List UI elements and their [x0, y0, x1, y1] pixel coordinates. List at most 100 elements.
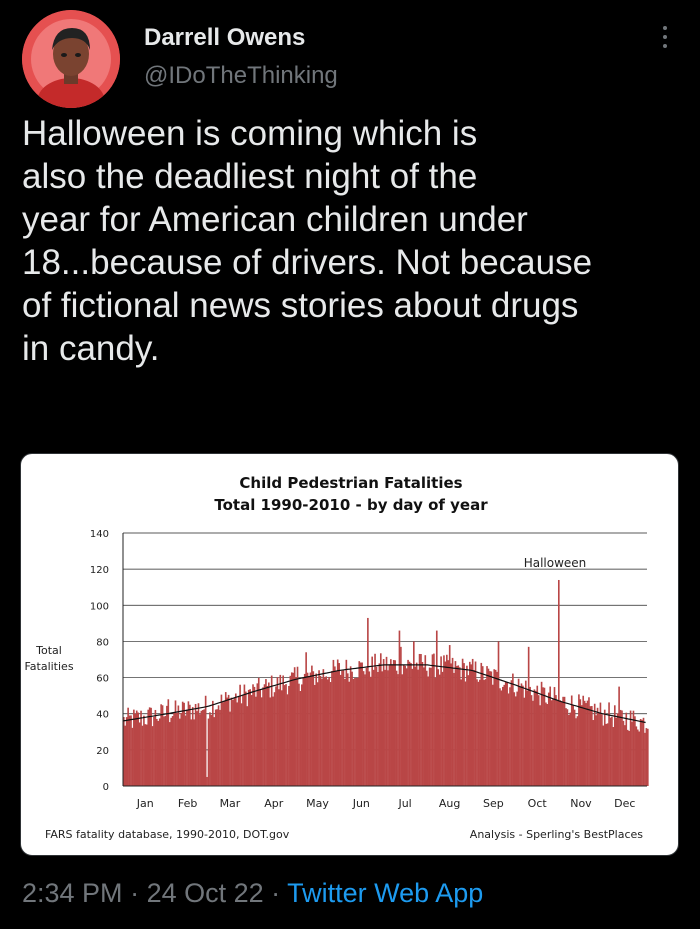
tweet-time[interactable]: 2:34 PM: [22, 878, 123, 908]
chart-bar: [542, 687, 544, 786]
media-card[interactable]: Child Pedestrian Fatalities Total 1990-2…: [20, 453, 679, 856]
three-dot-vertical-icon[interactable]: [660, 26, 670, 54]
chart-bar: [167, 699, 170, 786]
x-tick-label: Sep: [483, 797, 504, 810]
tweet-date[interactable]: 24 Oct 22: [146, 878, 264, 908]
chart-bar: [540, 681, 543, 786]
chart-bar: [408, 661, 411, 786]
chart-bar: [144, 724, 147, 786]
chart-bar: [381, 671, 384, 786]
chart-bar: [519, 686, 521, 786]
chart-bar: [240, 703, 243, 786]
chart-bar: [237, 696, 240, 786]
chart-bar: [546, 704, 549, 786]
chart-bar: [503, 684, 506, 786]
chart-bar: [507, 693, 510, 786]
chart-bar: [133, 709, 135, 786]
chart-bar: [256, 683, 259, 786]
y-tick-label: 0: [103, 782, 109, 793]
chart-bar: [639, 719, 642, 786]
chart-bar: [355, 677, 358, 786]
chart-bar: [156, 718, 158, 786]
chart-bar: [388, 664, 391, 786]
chart-bar: [625, 712, 628, 786]
chart-bar: [497, 641, 500, 786]
chart-bar: [247, 689, 250, 786]
chart-bar: [424, 655, 427, 786]
y-tick-label: 100: [90, 601, 109, 612]
chart-bar: [377, 671, 379, 786]
chart-bar: [552, 699, 554, 786]
chart-bar: [147, 709, 150, 786]
chart-bar: [359, 662, 362, 786]
chart-bar: [334, 666, 336, 786]
chart-bar: [481, 666, 484, 786]
author-handle[interactable]: @IDoTheThinking: [144, 62, 338, 89]
chart-bar: [382, 659, 385, 786]
chart-bar: [514, 696, 517, 786]
chart-bar: [563, 696, 566, 786]
chart-bar: [371, 656, 373, 786]
chart-bar: [219, 709, 221, 786]
tweet-source-app[interactable]: Twitter Web App: [287, 878, 484, 908]
chart-bar: [456, 665, 458, 786]
chart-bar: [282, 675, 284, 786]
chart-bar: [566, 709, 569, 786]
chart-bar: [178, 718, 181, 786]
chart-bar: [572, 704, 574, 786]
chart-bar: [437, 669, 440, 786]
tweet-text-line: in candy.: [22, 329, 160, 368]
chart-bar: [232, 699, 234, 786]
chart-bar: [312, 671, 315, 786]
chart-bar: [578, 694, 580, 786]
fatalities-chart: Child Pedestrian Fatalities Total 1990-2…: [24, 474, 649, 841]
chart-bar: [414, 666, 417, 786]
chart-bar: [187, 701, 190, 786]
chart-bar: [624, 725, 626, 786]
chart-bar: [194, 703, 197, 786]
chart-bar: [303, 673, 306, 786]
chart-bar: [533, 689, 536, 786]
chart-bar: [550, 700, 553, 786]
chart-bar: [257, 677, 260, 786]
chart-bar: [457, 665, 460, 786]
chart-bar: [197, 703, 200, 786]
chart-bar: [209, 712, 211, 786]
chart-bar: [275, 686, 277, 786]
author-name[interactable]: Darrell Owens: [144, 24, 306, 51]
chart-bar: [512, 673, 514, 786]
chart-bar: [642, 717, 645, 786]
x-tick-label: May: [306, 797, 329, 810]
chart-bar: [279, 674, 282, 786]
chart-bar: [418, 653, 421, 786]
chart-bar: [618, 686, 620, 786]
chart-bar: [471, 658, 474, 786]
chart-bar: [557, 579, 560, 786]
chart-bar: [239, 684, 241, 786]
chart-bar: [417, 669, 419, 786]
chart-bar: [201, 710, 204, 786]
chart-bar: [322, 669, 325, 786]
chart-bar: [591, 706, 593, 786]
chart-bar: [411, 668, 414, 786]
chart-bar: [378, 663, 381, 786]
chart-bar: [516, 691, 518, 786]
chart-bar: [154, 709, 157, 786]
chart-bar: [423, 667, 425, 786]
chart-bar: [210, 714, 213, 786]
chart-bar: [425, 670, 428, 786]
chart-bar: [463, 663, 465, 786]
chart-bar: [392, 659, 395, 786]
chart-bar: [529, 686, 531, 786]
avatar-illustration: [22, 10, 120, 108]
chart-bar: [180, 713, 183, 786]
x-tick-label: Jun: [352, 797, 370, 810]
avatar[interactable]: [22, 10, 120, 108]
chart-bar: [622, 720, 625, 786]
chart-bar: [305, 652, 307, 786]
chart-bar: [288, 685, 290, 786]
chart-bar: [395, 670, 398, 786]
chart-bar: [316, 682, 319, 786]
chart-bar: [520, 683, 523, 786]
chart-bar: [141, 725, 144, 786]
